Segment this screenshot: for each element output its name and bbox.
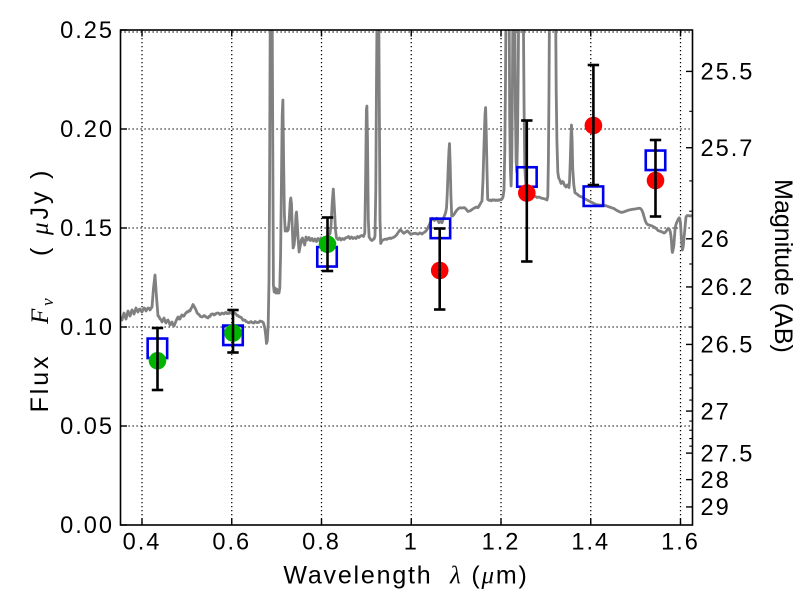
svg-text:1: 1: [404, 530, 419, 556]
svg-text:26.2: 26.2: [701, 275, 755, 301]
svg-text:29: 29: [701, 495, 731, 521]
svg-text:Flux Fν ( μJy ): Flux Fν ( μJy ): [26, 168, 57, 413]
svg-text:27.5: 27.5: [701, 441, 755, 467]
svg-text:Wavelength λ (μm): Wavelength λ (μm): [283, 562, 528, 590]
svg-text:26: 26: [701, 227, 731, 253]
svg-text:0.00: 0.00: [60, 513, 114, 539]
svg-text:28: 28: [701, 468, 731, 494]
svg-text:27: 27: [701, 399, 731, 425]
svg-text:26.5: 26.5: [701, 333, 755, 359]
svg-text:Magnitude (AB): Magnitude (AB): [769, 179, 797, 353]
svg-text:0.8: 0.8: [302, 530, 341, 556]
svg-text:0.05: 0.05: [60, 414, 114, 440]
svg-text:1.2: 1.2: [482, 530, 521, 556]
svg-text:25.5: 25.5: [701, 60, 755, 86]
svg-text:0.4: 0.4: [123, 530, 162, 556]
svg-text:1.4: 1.4: [571, 530, 610, 556]
svg-text:1.6: 1.6: [661, 530, 700, 556]
svg-text:0.20: 0.20: [60, 117, 114, 143]
svg-text:0.15: 0.15: [60, 216, 114, 242]
svg-text:0.25: 0.25: [60, 18, 114, 44]
svg-text:0.6: 0.6: [212, 530, 251, 556]
svg-text:25.7: 25.7: [701, 136, 755, 162]
svg-text:0.10: 0.10: [60, 315, 114, 341]
